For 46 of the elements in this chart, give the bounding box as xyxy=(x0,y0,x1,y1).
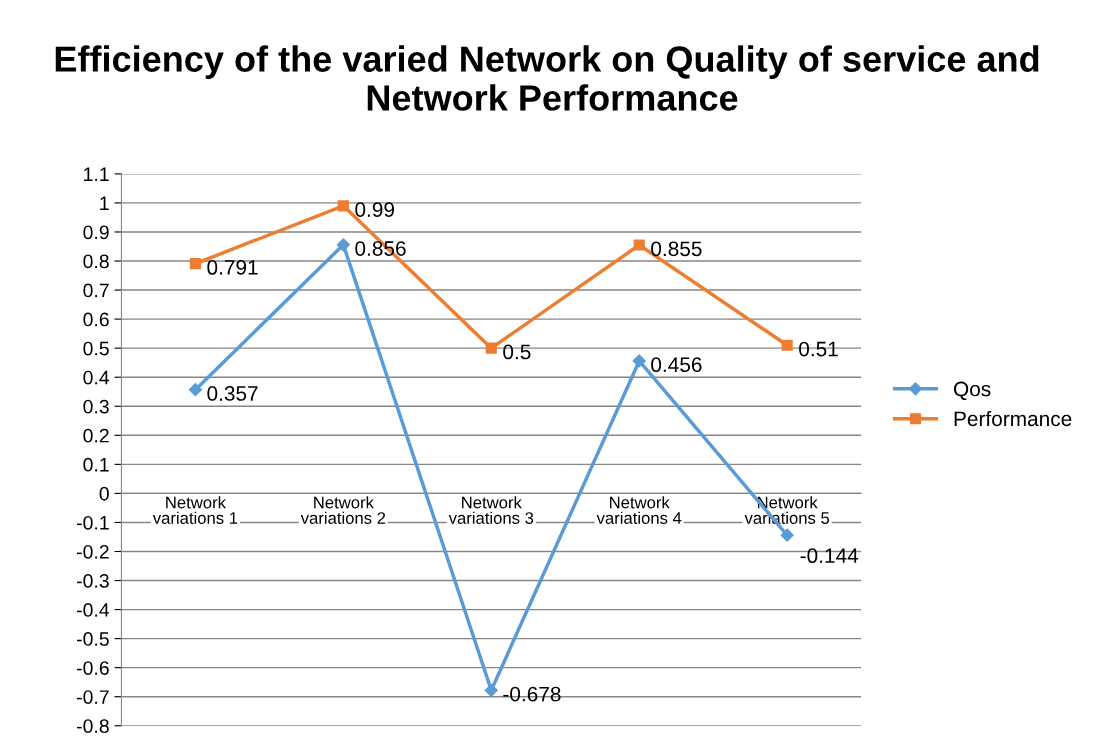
y-tick-label: -0.3 xyxy=(77,574,109,588)
y-tick-label: 0.5 xyxy=(83,341,109,356)
legend-label: Qos xyxy=(953,381,991,401)
point xyxy=(189,258,201,270)
data-label: 0.456 xyxy=(651,357,702,373)
data-label: 0.357 xyxy=(207,386,258,401)
y-tick-label: -0.5 xyxy=(77,632,109,646)
data-label: 0.791 xyxy=(207,260,258,275)
point xyxy=(633,239,645,251)
y-tick-label: 0.4 xyxy=(83,370,110,385)
point xyxy=(632,354,646,368)
y-tick-label: 0.8 xyxy=(83,254,109,269)
point xyxy=(780,528,794,542)
data-label: 0.855 xyxy=(651,241,702,257)
y-tick-label: 0.6 xyxy=(83,312,109,327)
y-tick-label: 0.3 xyxy=(83,399,109,414)
y-tick-label: 1 xyxy=(100,196,109,210)
x-tick-label: Network variations 1 xyxy=(152,496,238,524)
x-tick-label: Network variations 4 xyxy=(596,496,682,524)
y-tick-label: 0.2 xyxy=(83,428,109,443)
y-tick-label: -0.8 xyxy=(77,719,109,733)
point xyxy=(188,383,202,397)
point xyxy=(337,200,349,212)
x-tick-label: Network variations 2 xyxy=(300,496,386,524)
point xyxy=(781,339,793,351)
chart-title: Efficiency of the varied Network on Quality of service and Network Performance xyxy=(55,45,1039,111)
y-tick-label: 0.7 xyxy=(83,283,109,298)
x-tick-label: Network variations 3 xyxy=(448,496,534,524)
point xyxy=(484,683,498,697)
legend-label: Performance xyxy=(954,410,1072,427)
y-tick-label: 0.9 xyxy=(83,225,109,240)
data-label: -0.678 xyxy=(503,686,561,702)
y-tick-label: -0.7 xyxy=(77,690,109,704)
point xyxy=(336,238,350,252)
y-tick-label: -0.6 xyxy=(77,661,109,675)
data-label: -0.144 xyxy=(800,548,859,564)
data-label: 0.5 xyxy=(503,344,531,360)
y-tick-label: 0 xyxy=(99,486,109,501)
y-tick-label: -0.4 xyxy=(77,603,110,617)
y-tick-label: -0.2 xyxy=(77,544,109,559)
y-tick-label: 1.1 xyxy=(84,167,109,181)
point xyxy=(485,342,497,354)
data-label: 0.51 xyxy=(799,341,838,357)
data-label: 0.99 xyxy=(355,202,395,217)
y-tick-label: 0.1 xyxy=(83,457,109,472)
y-tick-label: -0.1 xyxy=(77,515,109,530)
